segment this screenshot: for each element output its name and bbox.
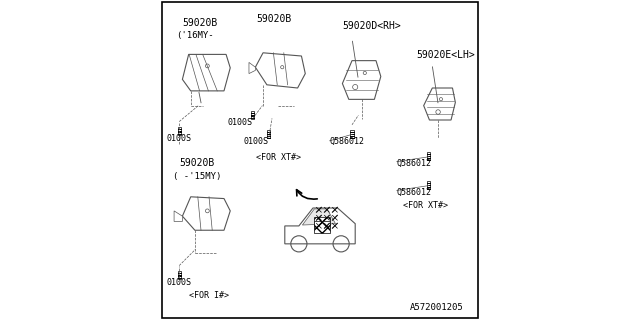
Text: ('16MY-: ('16MY- (176, 31, 214, 40)
Bar (428, 152, 430, 160)
Text: 0100S: 0100S (166, 278, 191, 287)
Text: 0100S: 0100S (243, 137, 268, 146)
Polygon shape (424, 88, 456, 120)
Polygon shape (182, 197, 230, 230)
Text: 0100S: 0100S (166, 134, 191, 143)
Polygon shape (342, 61, 381, 100)
Polygon shape (285, 208, 355, 244)
Polygon shape (249, 62, 255, 74)
Text: ( -'15MY): ( -'15MY) (173, 172, 221, 181)
Text: Q586012: Q586012 (397, 188, 432, 197)
Text: 0100S: 0100S (227, 118, 252, 127)
Polygon shape (174, 211, 182, 221)
Text: Q586012: Q586012 (397, 159, 432, 168)
Text: 59020B: 59020B (256, 14, 291, 24)
Bar (252, 111, 254, 119)
Bar (268, 130, 270, 138)
Text: 59020D<RH>: 59020D<RH> (342, 21, 401, 31)
Polygon shape (182, 54, 230, 91)
Text: <FOR I#>: <FOR I#> (189, 291, 229, 300)
Bar (178, 271, 180, 279)
Text: 59020B: 59020B (182, 18, 218, 28)
Polygon shape (302, 209, 335, 225)
Text: Q586012: Q586012 (330, 137, 365, 146)
Bar (428, 181, 430, 189)
Text: 59020E<LH>: 59020E<LH> (416, 50, 475, 60)
Bar (351, 130, 353, 138)
Bar (314, 221, 330, 233)
Bar (314, 217, 330, 228)
Text: <FOR XT#>: <FOR XT#> (403, 201, 448, 210)
Text: A572001205: A572001205 (410, 303, 463, 312)
Text: <FOR XT#>: <FOR XT#> (256, 153, 301, 162)
Polygon shape (255, 53, 305, 88)
Bar (178, 127, 180, 135)
Text: 59020B: 59020B (179, 158, 214, 168)
